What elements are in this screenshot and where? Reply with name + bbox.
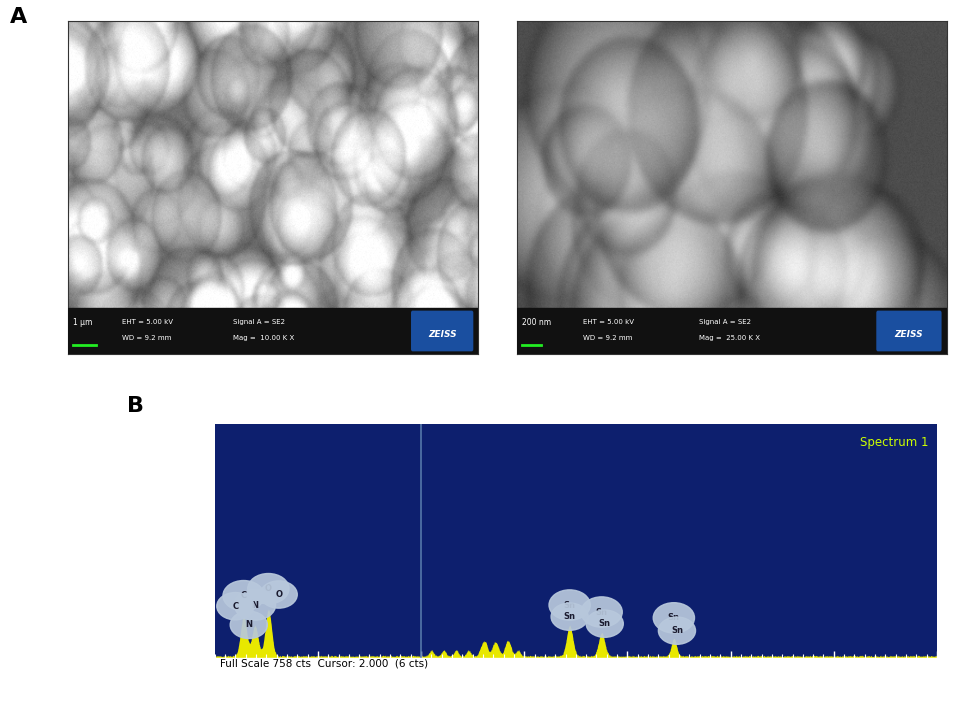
Text: 200 nm: 200 nm [522, 318, 551, 327]
Text: Sn: Sn [671, 626, 683, 635]
Ellipse shape [653, 602, 695, 633]
Text: Sn: Sn [564, 612, 576, 621]
Ellipse shape [587, 610, 624, 637]
Text: Mag =  10.00 K X: Mag = 10.00 K X [233, 336, 295, 341]
Ellipse shape [217, 592, 254, 620]
Text: A: A [10, 7, 27, 27]
X-axis label: keV: keV [914, 679, 937, 693]
Text: Signal A = SE2: Signal A = SE2 [233, 320, 285, 325]
Text: N: N [252, 600, 259, 609]
Ellipse shape [223, 580, 264, 611]
Text: Sn: Sn [598, 619, 611, 629]
Text: ZEISS: ZEISS [427, 329, 457, 339]
Text: Full Scale 758 cts  Cursor: 2.000  (6 cts): Full Scale 758 cts Cursor: 2.000 (6 cts) [220, 658, 427, 668]
Text: WD = 9.2 mm: WD = 9.2 mm [122, 336, 172, 341]
Text: Signal A = SE2: Signal A = SE2 [699, 320, 751, 325]
Text: WD = 9.2 mm: WD = 9.2 mm [583, 336, 631, 341]
Bar [68, 308, 478, 354]
FancyBboxPatch shape [876, 310, 942, 351]
Text: 1 µm: 1 µm [73, 318, 93, 327]
Text: Mag =  25.00 K X: Mag = 25.00 K X [699, 336, 759, 341]
Text: B: B [127, 396, 143, 416]
Text: Sn: Sn [595, 607, 608, 617]
Text: O: O [275, 590, 282, 599]
Ellipse shape [230, 611, 267, 638]
Ellipse shape [549, 590, 590, 620]
Text: ZEISS: ZEISS [895, 329, 923, 339]
Ellipse shape [581, 597, 623, 627]
Text: Spectrum 1: Spectrum 1 [860, 436, 929, 449]
Ellipse shape [248, 573, 289, 604]
Text: C: C [240, 591, 247, 600]
Text: EHT = 5.00 kV: EHT = 5.00 kV [583, 320, 633, 325]
Ellipse shape [234, 590, 275, 620]
FancyBboxPatch shape [411, 310, 473, 351]
Text: N: N [245, 620, 252, 629]
Bar [517, 308, 947, 354]
Ellipse shape [261, 581, 298, 608]
Text: Sn: Sn [668, 614, 680, 622]
Text: Sn: Sn [564, 600, 576, 609]
Text: O: O [264, 584, 272, 593]
Ellipse shape [551, 603, 589, 631]
Text: C: C [232, 602, 238, 611]
Text: EHT = 5.00 kV: EHT = 5.00 kV [122, 320, 174, 325]
Ellipse shape [659, 617, 696, 644]
